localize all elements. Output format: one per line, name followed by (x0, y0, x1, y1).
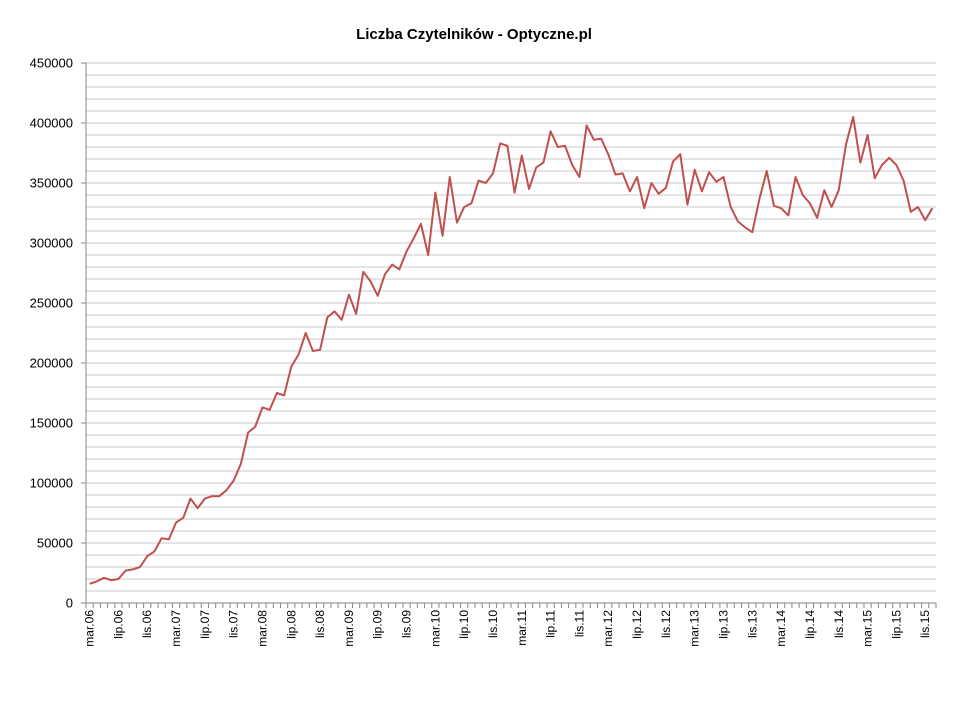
x-tick-label: mar.06 (83, 610, 97, 647)
x-tick-label: lis.09 (400, 610, 414, 638)
x-tick-label: mar.15 (861, 610, 875, 647)
y-tick-label: 200000 (30, 356, 73, 371)
y-tick-label: 0 (66, 596, 73, 611)
x-tick-label: lip.15 (889, 610, 903, 639)
x-tick-label: lis.14 (832, 610, 846, 638)
x-tick-label: lis.06 (140, 610, 154, 638)
y-tick-label: 350000 (30, 176, 73, 191)
x-tick-label: lis.08 (313, 610, 327, 638)
x-tick-label: lip.06 (111, 610, 125, 639)
x-tick-label: lip.07 (198, 610, 212, 639)
y-tick-label: 400000 (30, 116, 73, 131)
x-tick-label: lip.14 (803, 610, 817, 639)
x-tick-label: mar.14 (774, 610, 788, 647)
x-tick-label: lip.10 (457, 610, 471, 639)
y-tick-label: 100000 (30, 476, 73, 491)
x-tick-label: mar.12 (601, 610, 615, 647)
x-tick-label: mar.09 (342, 610, 356, 647)
x-tick-label: mar.13 (688, 610, 702, 647)
x-tick-label: lip.09 (371, 610, 385, 639)
y-tick-label: 50000 (37, 536, 73, 551)
y-tick-label: 300000 (30, 236, 73, 251)
x-tick-label: lis.12 (659, 610, 673, 638)
x-tick-label: lip.12 (630, 610, 644, 639)
x-tick-label: lis.10 (486, 610, 500, 638)
x-tick-label: mar.08 (255, 610, 269, 647)
y-tick-label: 150000 (30, 416, 73, 431)
series-line (89, 116, 934, 585)
chart-title: Liczba Czytelników - Optyczne.pl (356, 26, 592, 43)
x-axis-ticks: mar.06 lip.06 lis.06 mar.07 lip.07 lis.07 mar.… (83, 610, 933, 647)
x-tick-label: mar.11 (515, 610, 529, 646)
x-tick-label: lip.13 (717, 610, 731, 639)
x-tick-label: lis.13 (745, 610, 759, 638)
grid-lines (86, 62, 936, 592)
x-tick-label: lis.07 (227, 610, 241, 638)
x-tick-label: mar.10 (428, 610, 442, 647)
x-tick-label: lis.15 (918, 610, 932, 638)
x-tick-label: lip.08 (284, 610, 298, 639)
y-axis-ticks: 0 50000 100000 150000 200000 250000 300000 3500… (30, 56, 73, 611)
x-tick-label: mar.07 (169, 610, 183, 647)
y-tick-label: 450000 (30, 56, 73, 71)
axes (81, 62, 937, 608)
x-tick-label: lip.11 (544, 610, 558, 638)
x-tick-label: lis.11 (572, 610, 586, 637)
y-tick-label: 250000 (30, 296, 73, 311)
